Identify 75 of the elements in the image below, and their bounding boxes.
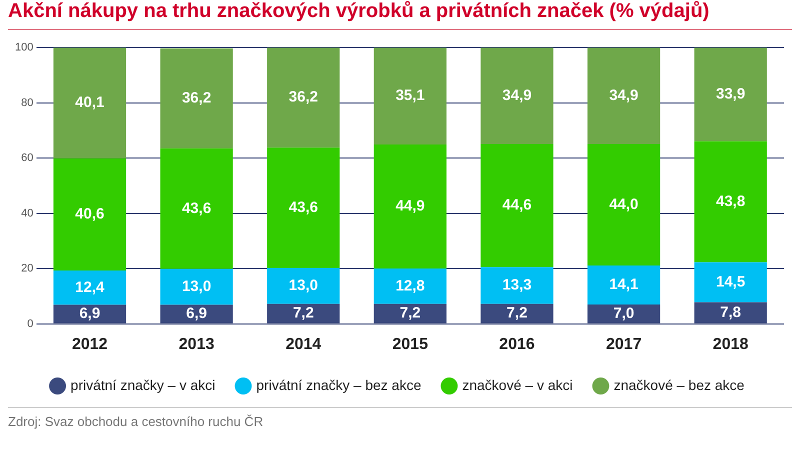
data-label: 13,0 — [288, 277, 318, 294]
bar — [374, 304, 446, 324]
legend-label: privátní značky – bez akce — [256, 376, 422, 393]
data-label: 35,1 — [396, 87, 425, 104]
x-tick-label: 2018 — [712, 336, 748, 353]
x-tick-label: 2012 — [72, 336, 108, 353]
bar — [374, 48, 446, 145]
bar — [374, 144, 446, 269]
data-label: 12,8 — [396, 277, 425, 294]
chart-title: Akční nákupy na trhu značkových výrobků a privátních značek (% výdajů) — [8, 0, 792, 30]
data-label: 43,6 — [288, 198, 318, 216]
data-label: 36,2 — [182, 90, 212, 107]
data-label: 40,1 — [75, 94, 104, 112]
bar — [53, 158, 126, 270]
bar — [267, 304, 340, 324]
bar — [694, 262, 767, 302]
x-tick-label: 2014 — [286, 336, 322, 353]
data-label: 13,3 — [502, 276, 532, 294]
bar — [160, 48, 233, 148]
bar — [267, 148, 340, 268]
bar — [374, 268, 446, 304]
bar — [587, 266, 660, 304]
bar — [694, 141, 767, 262]
x-tick-label: 2013 — [178, 336, 214, 353]
bar — [160, 304, 233, 324]
data-label: 7,2 — [292, 304, 314, 322]
data-label: 7,2 — [400, 304, 421, 322]
data-label: 6,9 — [79, 305, 100, 322]
bar — [160, 268, 233, 305]
y-tick-label: 0 — [27, 318, 34, 330]
data-label: 14,5 — [716, 273, 746, 290]
bar — [480, 48, 554, 144]
data-label: 44,0 — [609, 196, 638, 213]
text: Zdroj: Svaz obchodu a cestovního ruchu ČR — [8, 407, 792, 429]
data-label: 43,8 — [716, 192, 746, 210]
legend-label: privátní značky – v akci — [70, 376, 216, 393]
data-label: 44,6 — [502, 196, 532, 214]
x-tick-label: 2017 — [606, 336, 642, 353]
data-label: 14,1 — [609, 276, 638, 294]
bar — [53, 304, 126, 324]
bar — [480, 304, 554, 324]
y-tick-label: 20 — [21, 262, 34, 275]
data-label: 13,0 — [182, 278, 212, 295]
x-tick-label: 2016 — [499, 336, 535, 353]
bar — [160, 148, 233, 269]
bar — [53, 48, 126, 158]
bar — [53, 270, 126, 305]
bar — [267, 48, 340, 148]
data-label: 6,9 — [186, 305, 207, 322]
bar — [587, 304, 660, 324]
bar — [267, 268, 340, 304]
y-tick-label: 40 — [21, 207, 34, 220]
data-label: 34,9 — [502, 86, 532, 104]
bar — [480, 267, 554, 304]
data-label: 7,2 — [506, 304, 528, 322]
bar — [694, 48, 767, 142]
y-tick-label: 60 — [21, 152, 34, 164]
data-label: 44,9 — [396, 198, 425, 215]
x-tick-label: 2015 — [392, 336, 428, 353]
data-label: 34,9 — [609, 86, 638, 104]
data-label: 36,2 — [288, 88, 318, 106]
bar — [587, 48, 660, 144]
data-label: 7,0 — [613, 305, 634, 322]
data-label: 43,6 — [182, 200, 212, 217]
y-tick-label: 100 — [14, 42, 34, 54]
data-label: 40,6 — [75, 206, 104, 223]
data-label: 33,9 — [716, 86, 746, 103]
y-tick-label: 80 — [21, 96, 34, 109]
data-label: 7,8 — [720, 304, 742, 321]
legend-label: značkové – bez akce — [614, 376, 745, 393]
bar — [694, 302, 767, 324]
data-label: 12,4 — [75, 278, 106, 296]
legend-label: značkové – v akci — [462, 376, 573, 393]
bar — [480, 144, 554, 268]
bar — [587, 144, 660, 266]
